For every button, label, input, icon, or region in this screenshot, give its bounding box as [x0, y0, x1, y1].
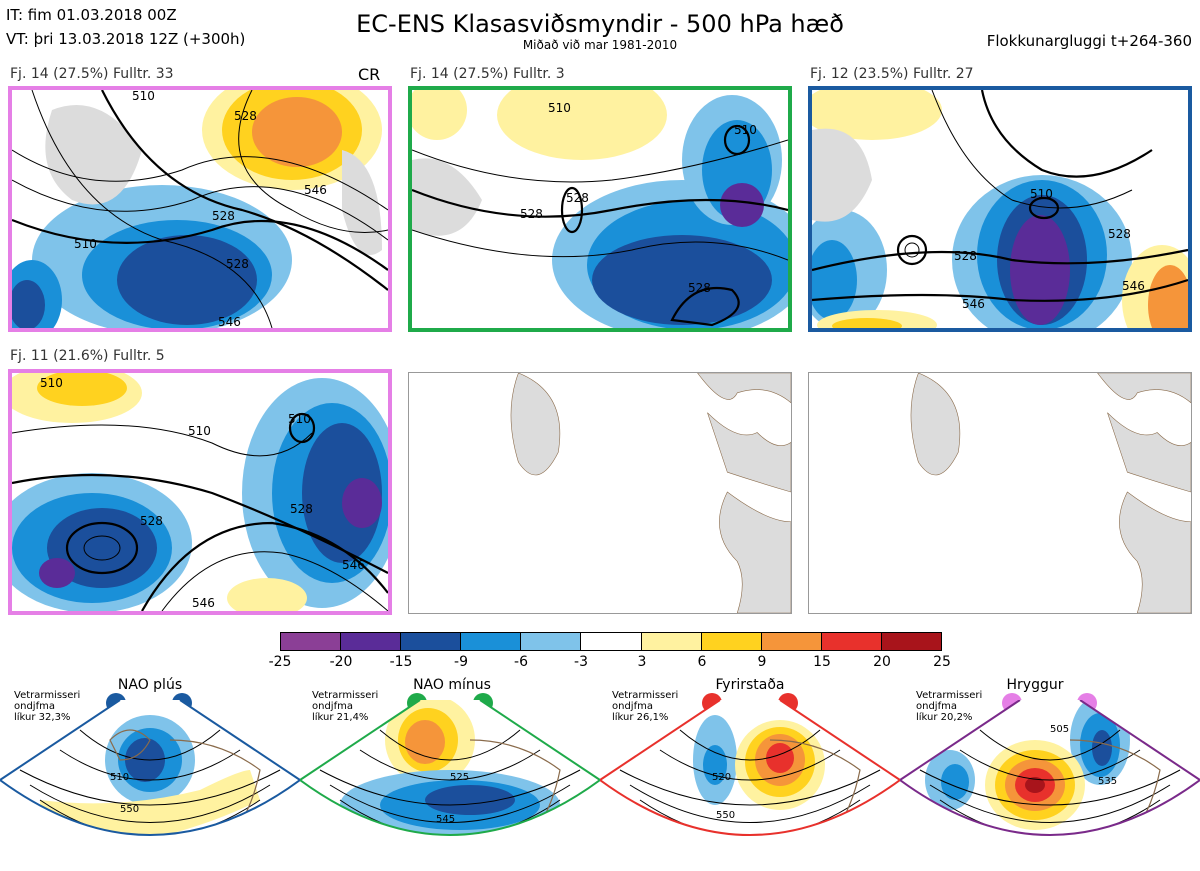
regime-3-contour-label: 550 [716, 810, 735, 821]
colorbar-cell [702, 632, 762, 651]
colorbar-cell [882, 632, 942, 651]
regime-2-note: Vetrarmisseri ondjfma líkur 21,4% [312, 690, 379, 723]
empty-map-2-svg [910, 373, 1191, 613]
colorbar-tick-label: 3 [637, 654, 647, 670]
regime-4-note: Vetrarmisseri ondjfma líkur 20,2% [916, 690, 983, 723]
cluster-map-1: 510 528 546 528 510 528 546 [8, 86, 392, 332]
colorbar-tick-label: -15 [389, 654, 413, 670]
colorbar-cell [401, 632, 461, 651]
colorbar-tick-label: -20 [329, 654, 353, 670]
regime-3-name: Fyrirstaða [715, 677, 785, 693]
regime-1-note: Vetrarmisseri ondjfma líkur 32,3% [14, 690, 81, 723]
cluster-2-label: Fj. 14 (27.5%) Fulltr. 3 [410, 66, 565, 82]
colorbar-cell [461, 632, 521, 651]
colorbar-tick-label: -25 [268, 654, 292, 670]
cluster-map-3-svg: 510 528 546 528 546 [812, 90, 1188, 328]
cluster-1-contour-label: 546 [304, 183, 327, 197]
colorbar-cell [521, 632, 581, 651]
colorbar-cell [642, 632, 702, 651]
regime-1-contour-label: 510 [110, 772, 129, 783]
cluster-map-1-svg: 510 528 546 528 510 528 546 [12, 90, 388, 328]
regime-2-name: NAO mínus [413, 677, 491, 693]
cluster-map-3: 510 528 546 528 546 [808, 86, 1192, 332]
cluster-2-contour-label: 510 [734, 123, 757, 137]
regime-2-map: 525 545 565 [300, 700, 600, 863]
regime-3-contour-label: 520 [712, 772, 731, 783]
cluster-4-contour-label: 510 [40, 376, 63, 390]
regime-3-note: Vetrarmisseri ondjfma líkur 26,1% [612, 690, 679, 723]
regime-1-contour-label: 550 [120, 804, 139, 815]
cluster-1-contour-label: 528 [212, 209, 235, 223]
cluster-3-contour-label: 510 [1030, 187, 1053, 201]
cluster-1-tag: CR [358, 65, 381, 84]
cluster-map-4-svg: 510 510 510 528 528 546 546 [12, 373, 388, 611]
cluster-4-contour-label: 528 [290, 502, 313, 516]
cluster-4-contour-label: 510 [288, 412, 311, 426]
regime-1-name: NAO plús [117, 677, 183, 693]
regime-2-contour-label: 565 [446, 852, 465, 863]
regime-4-map: 505 535 560 [900, 700, 1200, 849]
cluster-1-contour-label: 510 [132, 90, 155, 103]
cluster-map-4: 510 510 510 528 528 546 546 [8, 369, 392, 615]
colorbar-tick-label: -9 [454, 654, 468, 670]
cluster-1-contour-label: 510 [74, 237, 97, 251]
colorbar-tick-label: -3 [574, 654, 588, 670]
colorbar-tick-label: 15 [813, 654, 831, 670]
cluster-3-contour-label: 528 [954, 249, 977, 263]
valid-time: VT: þri 13.03.2018 12Z (+300h) [6, 30, 246, 48]
colorbar-cell [762, 632, 822, 651]
cluster-1-contour-label: 528 [226, 257, 249, 271]
regime-2-contour-label: 525 [450, 772, 469, 783]
cluster-2-contour-label: 510 [548, 101, 571, 115]
empty-map-1 [408, 372, 792, 614]
cluster-2-contour-label: 528 [688, 281, 711, 295]
empty-map-1-svg [510, 373, 791, 613]
regime-1-map: 510 550 [0, 700, 300, 836]
issue-time: IT: fim 01.03.2018 00Z [6, 6, 177, 24]
colorbar-tick-label: 25 [933, 654, 951, 670]
colorbar-tick-label: 9 [757, 654, 767, 670]
page-title: EC-ENS Klasasviðsmyndir - 500 hPa hæð [356, 10, 844, 38]
regime-4-contour-label: 535 [1098, 776, 1117, 787]
cluster-3-contour-label: 528 [1108, 227, 1131, 241]
regime-3-map: 520 550 560 [600, 700, 900, 845]
cluster-4-label: Fj. 11 (21.6%) Fulltr. 5 [10, 348, 165, 364]
regime-4-name: Hryggur [1006, 677, 1064, 693]
cluster-3-contour-label: 546 [962, 297, 985, 311]
cluster-2-contour-label: 528 [566, 191, 589, 205]
colorbar-tick-label: -6 [514, 654, 528, 670]
cluster-3-contour-label: 546 [1122, 279, 1145, 293]
cluster-4-contour-label: 510 [188, 424, 211, 438]
classification-window: Flokkunargluggi t+264-360 [986, 32, 1192, 50]
regime-4-contour-label: 560 [1092, 838, 1111, 849]
cluster-4-contour-label: 546 [192, 596, 215, 610]
cluster-map-2: 510 528 528 510 528 [408, 86, 792, 332]
colorbar-cell [822, 632, 882, 651]
colorbar-cell [581, 632, 642, 651]
cluster-1-contour-label: 528 [234, 109, 257, 123]
regime-3-contour-label: 560 [718, 834, 737, 845]
cluster-4-contour-label: 528 [140, 514, 163, 528]
colorbar-tick-label: 20 [873, 654, 891, 670]
page-subtitle: Miðað við mar 1981-2010 [522, 38, 678, 52]
colorbar-tick-label: 6 [697, 654, 707, 670]
regime-4-contour-label: 505 [1050, 724, 1069, 735]
cluster-map-2-svg: 510 528 528 510 528 [412, 90, 788, 328]
colorbar-cell [341, 632, 401, 651]
colorbar-cell [280, 632, 341, 651]
cluster-1-contour-label: 546 [218, 315, 241, 328]
cluster-1-label: Fj. 14 (27.5%) Fulltr. 33 [10, 66, 174, 82]
cluster-3-label: Fj. 12 (23.5%) Fulltr. 27 [810, 66, 974, 82]
regime-2-contour-label: 545 [436, 814, 455, 825]
cluster-4-contour-label: 546 [342, 558, 365, 572]
empty-map-2 [808, 372, 1192, 614]
cluster-2-contour-label: 528 [520, 207, 543, 221]
